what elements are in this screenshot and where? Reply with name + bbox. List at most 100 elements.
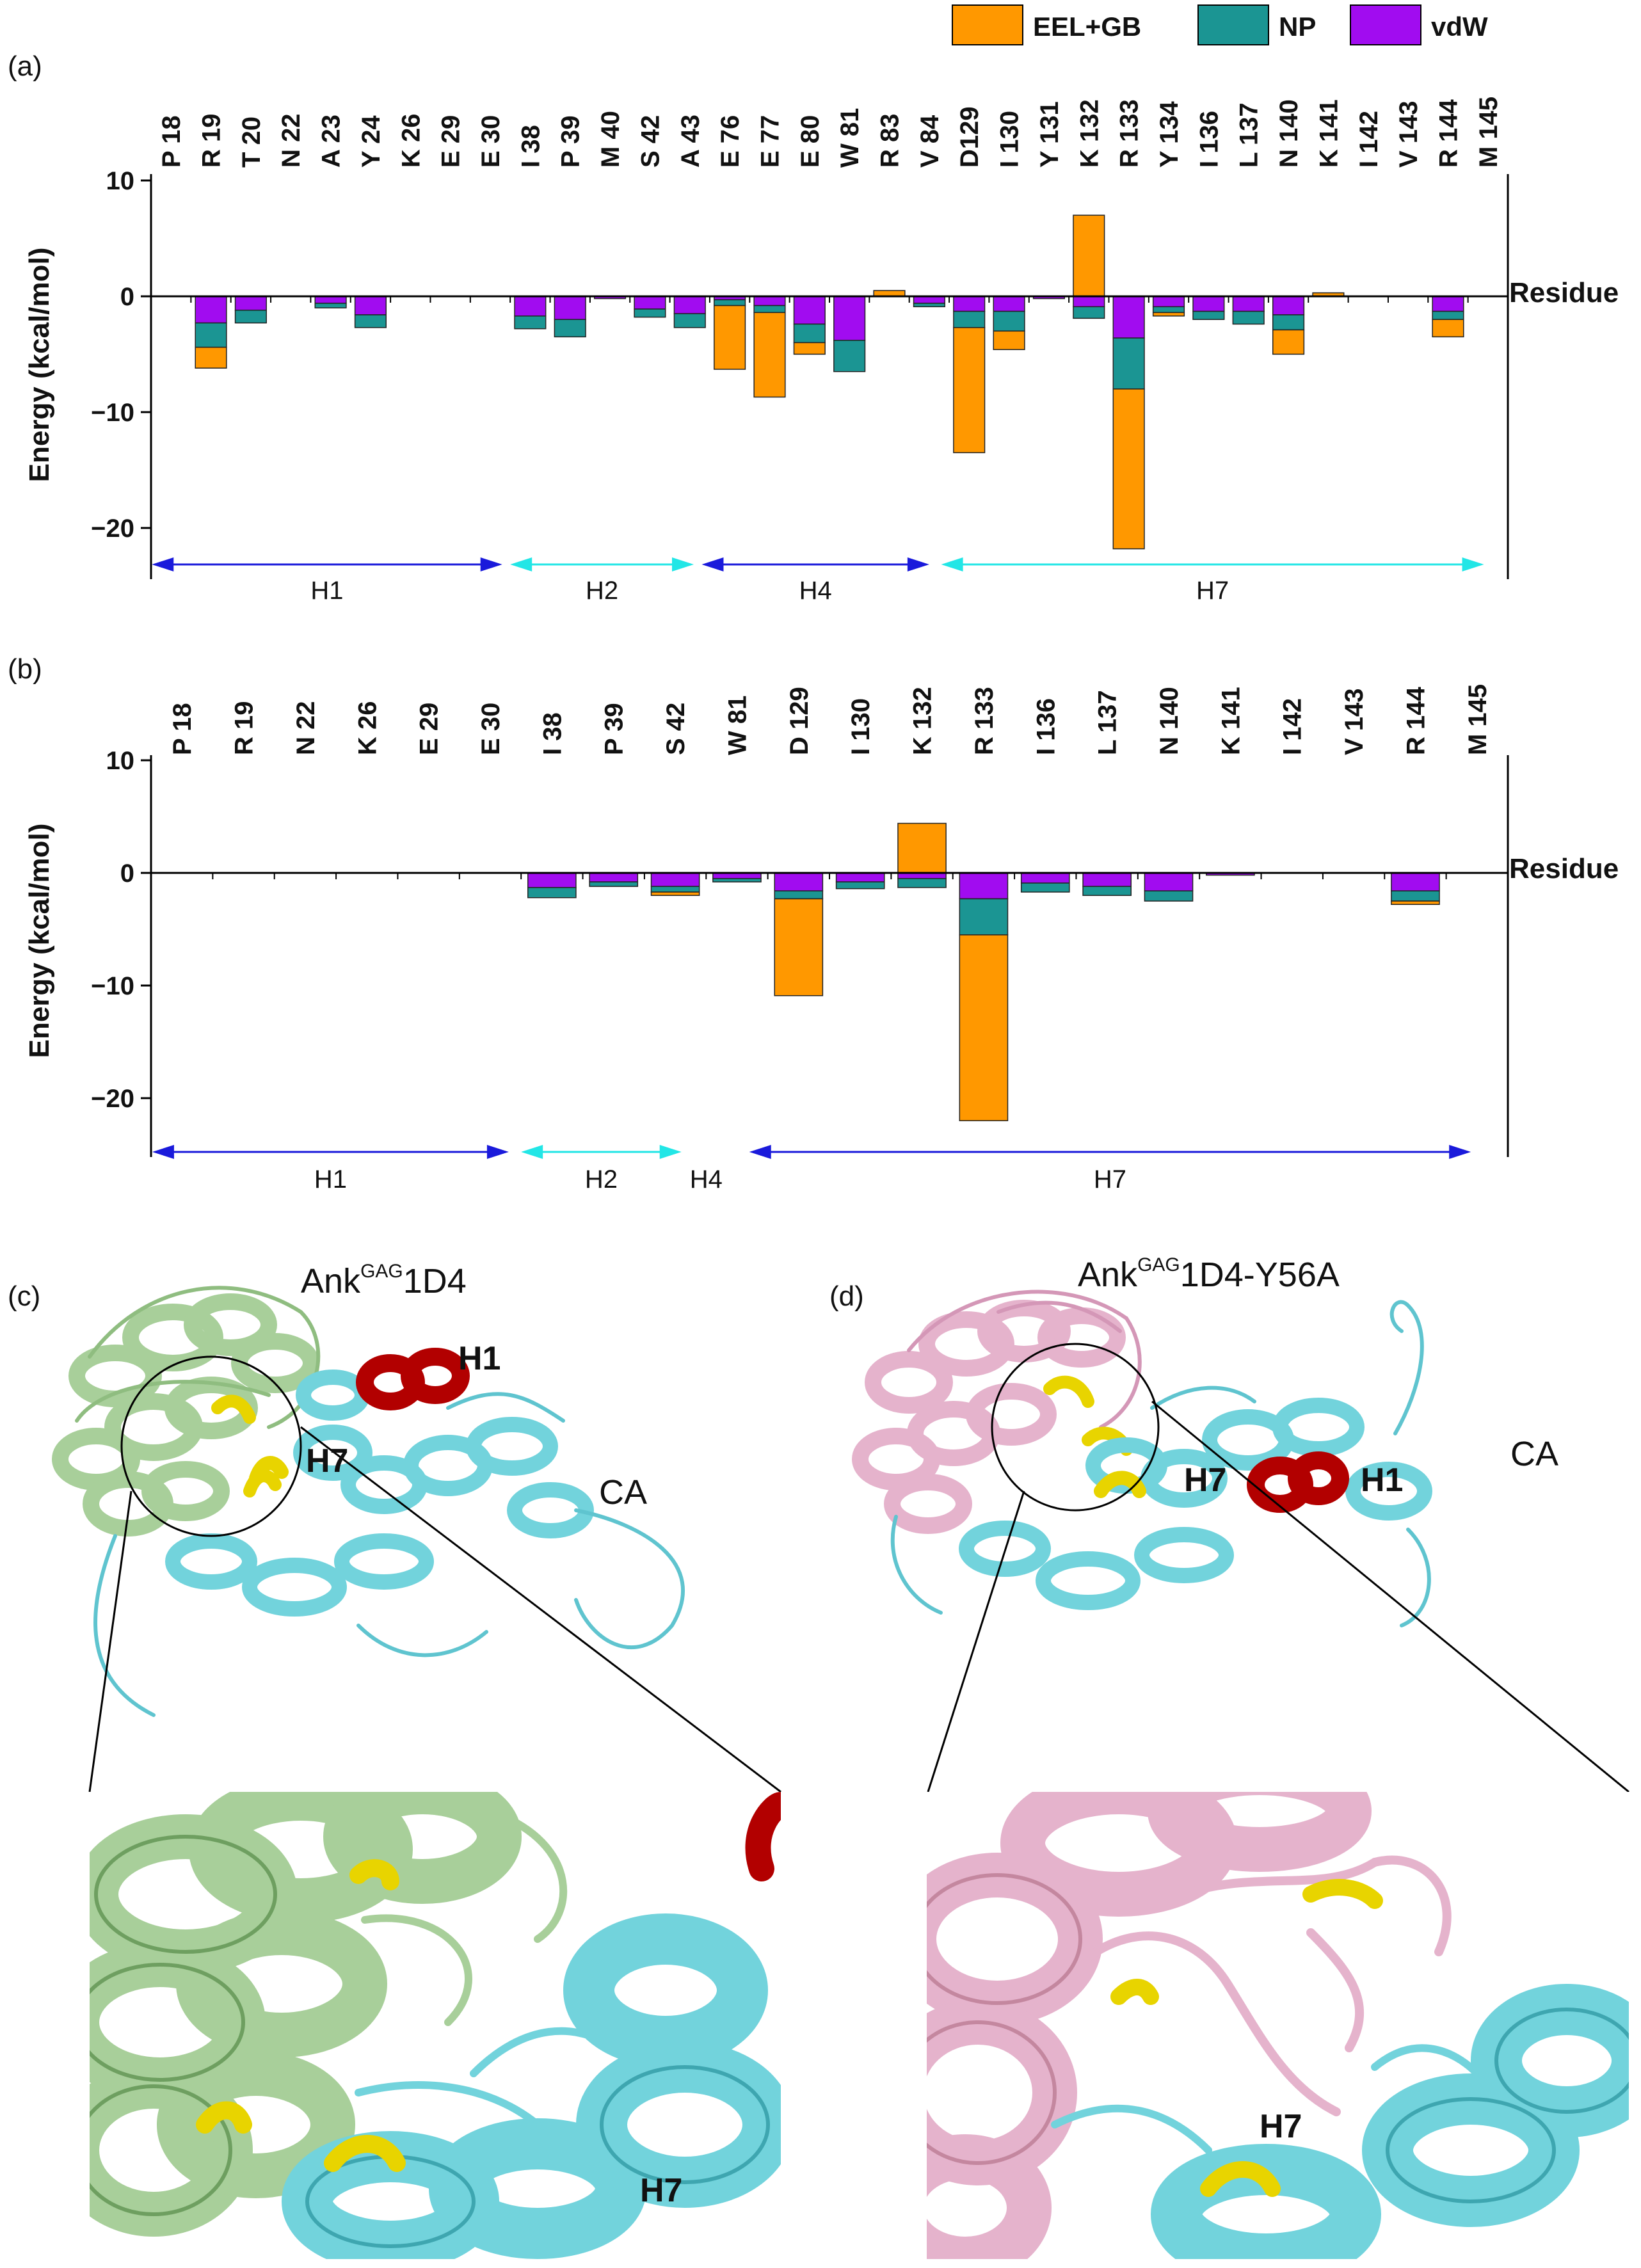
panel-a-helix-arrow-right-H4 (907, 557, 929, 571)
panel-a-y-axis-label: Energy (kcal/mol) (24, 248, 55, 483)
panel-a-bar-np-12 (634, 308, 666, 318)
panel-a-bar-eelgb-21 (993, 330, 1025, 351)
panel-a-bar-np-26 (1192, 310, 1225, 320)
panel-a-bar-vdw-28 (1272, 296, 1305, 315)
panel-a-residue-label: I 130 (996, 111, 1024, 168)
panel-a-bar-np-19 (913, 303, 945, 308)
panel-b-residue-label: P 18 (168, 703, 196, 755)
panel-c-label-h1: H1 (458, 1340, 500, 1377)
ca-structure-d (890, 1300, 1432, 1627)
panel-a-bar-np-4 (314, 303, 347, 308)
panel-a-bar-eelgb-15 (753, 312, 786, 398)
panel-d-letter: (d) (829, 1281, 864, 1312)
panel-b-bar-eelgb-20 (1391, 900, 1440, 906)
panel-a-bar-eelgb-25 (1152, 312, 1185, 317)
panel-a-bar-np-27 (1232, 310, 1265, 325)
panel-b-residue-label: N 22 (292, 701, 320, 756)
panel-a-bar-eelgb-28 (1272, 329, 1305, 355)
panel-b-helix-arrow-right-H2 (659, 1145, 682, 1159)
panel-b-bars (527, 822, 1440, 1121)
panel-b-bar-vdw-7 (589, 872, 639, 882)
panel-b-residue-label: N 140 (1155, 687, 1183, 755)
panel-a-bar-eelgb-23 (1073, 214, 1105, 297)
panel-b-bar-vdw-11 (835, 872, 885, 882)
panel-a-helix-label-H7: H7 (1196, 577, 1229, 605)
panel-a-residue-label: E 29 (437, 115, 465, 168)
panel-b-y-ticks: 10 0 −10 −20 (91, 747, 151, 1113)
panel-b-bar-vdw-20 (1391, 872, 1440, 891)
panel-a-bar-vdw-16 (793, 296, 826, 325)
panel-a-bar-np-20 (953, 310, 986, 328)
panel-a-residue-label: N 140 (1275, 99, 1303, 168)
panel-a-bar-vdw-1 (195, 296, 227, 324)
panel-b-bar-np-9 (712, 878, 762, 882)
panel-b-y-tick-label: 10 (106, 747, 135, 775)
panel-b-y-axis-label: Energy (kcal/mol) (24, 824, 55, 1058)
panel-a-residue-label: W 81 (836, 108, 864, 168)
panel-a-bar-np-2 (234, 309, 267, 324)
panel-a-residue-label: E 80 (796, 115, 824, 168)
panel-b-x-axis-label: Residue (1509, 853, 1619, 884)
panel-a-bar-vdw-19 (913, 296, 945, 304)
panel-a-bar-vdw-12 (634, 296, 666, 310)
panel-a-helix-label-H2: H2 (586, 577, 618, 605)
panel-d-zoom-label-h7: H7 (1260, 2108, 1302, 2145)
panel-a-bar-np-25 (1152, 306, 1185, 314)
panel-c-label-ca: CA (599, 1473, 647, 1512)
panel-c-zoom-line-left (88, 1490, 132, 1793)
legend-swatch-eel-gb (952, 4, 1023, 45)
panel-b-bar-vdw-14 (1020, 872, 1070, 884)
panel-b-bar-np-11 (835, 881, 885, 890)
panel-a-residue-label: I 142 (1355, 111, 1383, 168)
panel-b-helix-arrow-right-H7 (1449, 1145, 1471, 1159)
panel-a-helix-spans: H1 H2 H4 H7 (152, 557, 1484, 605)
panel-a-residue-label: Y 134 (1155, 100, 1183, 168)
panel-a-bar-vdw-17 (833, 296, 866, 341)
panel-b-bar-vdw-16 (1144, 872, 1194, 891)
panel-a-bar-vdw-32 (1432, 296, 1464, 312)
panel-a-bar-vdw-10 (554, 296, 586, 320)
panel-a-x-axis-label: Residue (1509, 277, 1619, 308)
panel-c-focus-circle (120, 1355, 302, 1537)
panel-a-bar-np-17 (833, 340, 866, 372)
panel-a-residue-labels: P 18 R 19 T 20 N 22 A 23 Y 24 K 26 E 29 E 30 I 38… (157, 97, 1503, 168)
panel-b-residue-label: V 143 (1340, 688, 1368, 755)
panel-a-residue-label: P 18 (157, 115, 186, 168)
panel-d-zoom-inset: H7 (927, 1792, 1629, 2259)
panel-b-residue-label: K 132 (909, 687, 937, 755)
panel-a-helix-arrow-right-H7 (1462, 557, 1484, 571)
panel-b-residue-label: R 19 (230, 701, 259, 756)
panel-b-bar-np-6 (527, 887, 577, 898)
panel-b-helix-arrow-right-H1 (486, 1145, 509, 1159)
panel-a-residue-label: A 23 (317, 115, 346, 168)
panel-b-bar-vdw-6 (527, 872, 577, 888)
panel-a-residue-label: T 20 (237, 116, 266, 168)
panel-b: (b) Energy (kcal/mol) 10 0 −10 −20 P 18 R 19… (8, 653, 1619, 1194)
panel-b-residue-label: K 26 (353, 701, 381, 756)
panel-a-residue-label: Y 131 (1036, 101, 1064, 168)
panel-b-residue-label: R 133 (970, 687, 998, 755)
panel-a-residue-label: L 137 (1235, 102, 1263, 168)
panel-a-bar-vdw-15 (753, 296, 786, 307)
panel-a-residue-label: P 39 (557, 115, 585, 168)
panel-b-bar-np-13 (959, 898, 1009, 936)
panel-b-residue-label: I 38 (538, 712, 566, 755)
panel-d: (d) AnkGAG1D4-Y56A (829, 1254, 1629, 2259)
panel-b-bar-eelgb-10 (774, 898, 824, 996)
panel-a-y-tick-label: −10 (91, 399, 134, 427)
panel-a-bar-vdw-27 (1232, 296, 1265, 312)
panel-a-bar-np-23 (1073, 306, 1105, 319)
legend: EEL+GB NP vdW (952, 4, 1488, 45)
panel-c-zoom-inset: H7 (90, 1792, 781, 2259)
panel-c: (c) AnkGAG1D4 (8, 1261, 781, 2259)
panel-a-bar-eelgb-16 (793, 342, 826, 355)
panel-a-bar-np-5 (354, 314, 387, 328)
panel-b-residue-label: I 142 (1279, 698, 1307, 755)
panel-a-bar-np-15 (753, 305, 786, 314)
panel-d-label-ca: CA (1510, 1435, 1558, 1473)
panel-a-bar-np-9 (514, 315, 547, 330)
panel-d-label-h7: H7 (1184, 1462, 1226, 1499)
panel-b-helix-label-H7: H7 (1094, 1165, 1126, 1194)
panel-a-axes (150, 174, 1509, 579)
